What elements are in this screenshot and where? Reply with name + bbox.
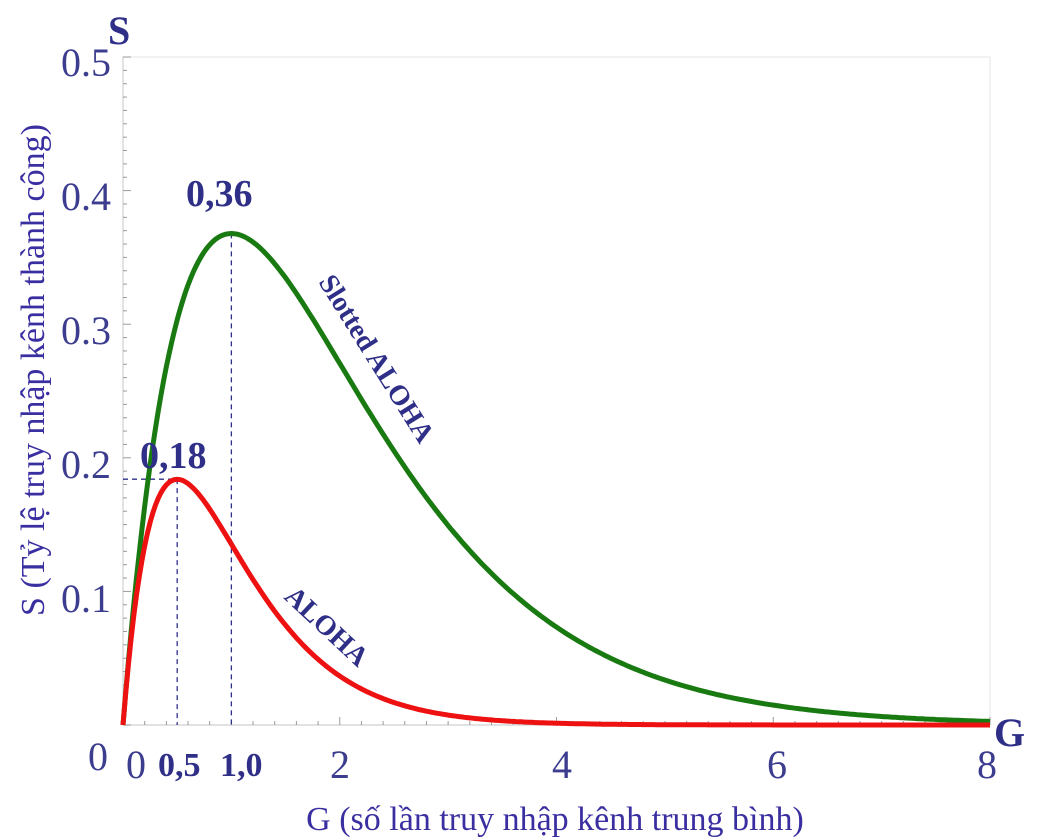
peak-annotation-aloha: 0,18 xyxy=(140,435,207,477)
series-line-aloha xyxy=(120,476,990,728)
y-tick-label: 0.2 xyxy=(61,442,111,487)
x-marker-label-1-0: 1,0 xyxy=(220,747,263,784)
y-tick-label: 0.4 xyxy=(61,174,111,219)
peak-annotation-slotted: 0,36 xyxy=(186,173,253,215)
x-tick-label: 4 xyxy=(552,742,572,787)
x-axis-title: G (số lần truy nhập kênh trung bình) xyxy=(306,801,804,838)
y-tick-label: 0.5 xyxy=(61,40,111,85)
x-axis-name: G xyxy=(994,710,1025,755)
series-label-aloha: ALOHA xyxy=(278,580,375,673)
curves xyxy=(120,231,991,728)
x-tick-label: 2 xyxy=(330,742,350,787)
x-marker-label-0-5: 0,5 xyxy=(158,747,201,784)
x-origin-label: 0 xyxy=(126,742,146,787)
y-axis-name: S xyxy=(108,8,130,53)
y-axis-title: S (Tỷ lệ truy nhập kênh thành công) xyxy=(15,124,52,616)
y-origin-label: 0 xyxy=(88,734,108,779)
x-tick-label: 6 xyxy=(767,742,787,787)
series-line-slotted-aloha xyxy=(120,231,991,726)
y-tick-label: 0.3 xyxy=(61,308,111,353)
x-tick-label: 8 xyxy=(977,742,997,787)
y-tick-label: 0.1 xyxy=(61,576,111,621)
